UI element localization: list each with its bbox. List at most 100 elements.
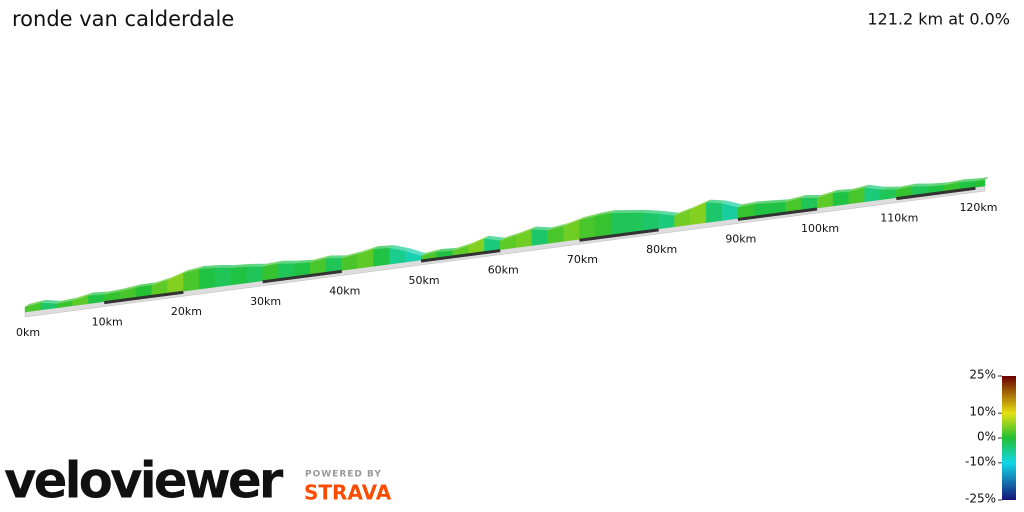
profile-top — [56, 297, 77, 304]
profile-top — [785, 195, 806, 203]
profile-segment — [610, 212, 628, 236]
profile-top — [215, 264, 235, 269]
profile-top — [595, 210, 616, 217]
profile-segment — [864, 187, 881, 203]
x-tick-label: 50km — [408, 274, 439, 287]
profile-top — [975, 177, 989, 182]
profile-top — [373, 245, 394, 250]
profile-segment — [626, 212, 644, 234]
profile-segment — [246, 266, 263, 284]
profile-segment — [230, 266, 247, 286]
profile-top — [246, 263, 267, 267]
profile-top — [516, 226, 536, 236]
x-tick-label: 110km — [880, 212, 918, 225]
profile-top — [801, 195, 822, 199]
profile-top — [72, 292, 93, 301]
x-tick-label: 80km — [646, 243, 677, 256]
distance-band — [104, 290, 184, 305]
colorbar-label: -25% — [965, 492, 996, 506]
profile-base — [24, 185, 986, 318]
distance-band — [737, 207, 818, 221]
profile-segment — [832, 191, 849, 207]
profile-top — [706, 199, 727, 204]
profile-top — [690, 199, 711, 210]
distance-band — [579, 228, 659, 242]
profile-top — [294, 259, 315, 264]
profile-top — [817, 189, 837, 199]
profile-top — [120, 284, 140, 292]
profile-segment — [563, 219, 580, 242]
x-tick-label: 0km — [16, 326, 40, 339]
profile-top — [310, 255, 330, 263]
profile-segment — [642, 212, 659, 232]
profile-top — [658, 210, 679, 216]
colorbar-label: 10% — [969, 405, 996, 419]
profile-top — [943, 179, 964, 186]
profile-top — [769, 199, 790, 204]
profile-top — [104, 288, 125, 295]
profile-top — [151, 277, 172, 286]
profile-top — [199, 265, 220, 270]
distance-band — [420, 249, 501, 263]
profile-segment — [373, 247, 390, 267]
profile-top — [563, 217, 584, 227]
x-tick-label: 120km — [959, 201, 997, 214]
profile-top — [959, 178, 980, 183]
profile-top — [832, 188, 853, 193]
x-tick-label: 20km — [171, 305, 202, 318]
x-tick-label: 90km — [725, 232, 756, 245]
profile-top — [325, 255, 346, 259]
profile-top — [864, 184, 885, 190]
profile-segment — [214, 267, 232, 288]
profile-top — [436, 247, 457, 252]
profile-top — [230, 263, 251, 268]
colorbar — [1002, 376, 1016, 500]
profile-top — [674, 206, 695, 216]
profile-top — [25, 299, 45, 307]
x-tick-label: 60km — [488, 264, 519, 277]
logo: veloviewer — [4, 452, 284, 510]
profile-top — [737, 201, 758, 208]
profile-top — [547, 223, 568, 231]
profile-segment — [975, 179, 986, 188]
profile-top — [642, 209, 663, 214]
chart-title: ronde van calderdale — [12, 7, 234, 31]
profile-top — [341, 251, 362, 259]
x-tick-label: 40km — [329, 284, 360, 297]
profile-top — [579, 213, 600, 221]
profile-top — [611, 209, 631, 214]
distance-band — [262, 269, 343, 284]
profile-top — [183, 266, 204, 274]
profile-top — [40, 299, 61, 304]
profile-segment — [595, 212, 612, 238]
profile-segment — [658, 213, 675, 230]
profile-top — [135, 282, 156, 288]
profile-top — [421, 248, 441, 257]
profile-top — [896, 183, 917, 190]
profile-top — [848, 184, 869, 192]
profile-top — [626, 209, 647, 213]
colorbar-label: 25% — [969, 368, 996, 382]
distance-band — [896, 186, 976, 201]
x-tick-label: 100km — [801, 222, 839, 235]
powered-by: POWERED BY — [305, 470, 382, 480]
profile-segment — [705, 202, 723, 223]
profile-top — [278, 260, 299, 264]
profile-top — [531, 226, 552, 231]
profile-top — [389, 245, 410, 252]
profile-top — [722, 200, 742, 208]
profile-top — [880, 186, 901, 190]
profile-top — [468, 235, 489, 246]
profile-top — [357, 246, 378, 255]
x-tick-label: 10km — [92, 316, 123, 329]
strava-logo: STRAVA — [304, 481, 392, 505]
profile-top — [484, 235, 505, 241]
summary: 121.2 km at 0.0% — [867, 10, 1010, 29]
profile-top — [262, 260, 283, 267]
profile-segment — [199, 267, 216, 290]
profile-top — [88, 291, 109, 296]
x-tick-label: 70km — [567, 253, 598, 266]
profile-top — [753, 200, 774, 205]
profile-top — [927, 182, 948, 187]
